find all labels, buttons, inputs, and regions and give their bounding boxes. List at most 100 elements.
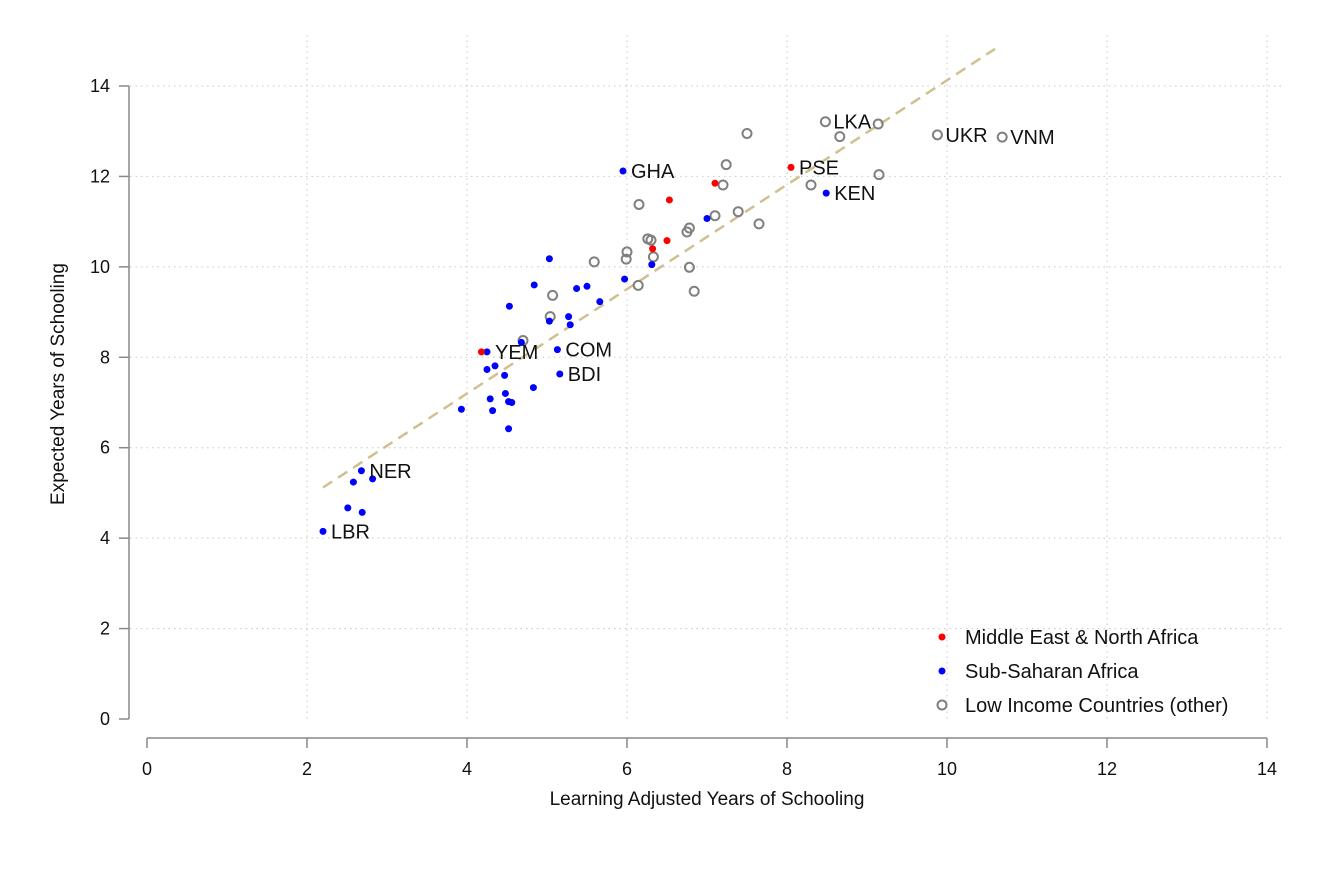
x-tick-label: 0 — [142, 759, 152, 779]
legend-marker-ssa — [938, 667, 946, 675]
x-tick-label: 2 — [302, 759, 312, 779]
point-ssa — [508, 399, 516, 406]
point-other — [588, 256, 600, 268]
point-mena — [787, 163, 795, 171]
legend-label-ssa: Sub-Saharan Africa — [965, 661, 1139, 683]
point-other — [547, 289, 559, 301]
point-other — [834, 131, 846, 143]
point-ssa — [501, 371, 509, 379]
point-ssa — [619, 167, 627, 175]
point-other — [753, 218, 765, 230]
point-other — [741, 127, 753, 139]
point-label: NER — [369, 461, 411, 483]
point-mena — [649, 245, 657, 253]
point-label: LKA — [833, 112, 871, 134]
point-ssa — [358, 508, 366, 516]
point-mena — [477, 348, 485, 356]
point-ssa — [489, 407, 497, 415]
point-ssa — [530, 281, 538, 289]
point-mena — [665, 196, 673, 204]
point-ssa — [566, 321, 574, 329]
point-ssa — [505, 425, 513, 433]
point-ssa — [648, 261, 656, 269]
y-tick-label: 10 — [90, 257, 110, 277]
point-label: GHA — [631, 161, 675, 183]
point-ssa — [621, 275, 629, 283]
x-axis-title: Learning Adjusted Years of Schooling — [550, 789, 865, 810]
point-other — [683, 261, 695, 273]
point-other — [709, 210, 721, 222]
point-ssa — [505, 302, 513, 310]
x-tick-label: 10 — [937, 759, 957, 779]
point-other — [620, 253, 632, 265]
point-other — [805, 179, 817, 191]
point-ssa — [483, 365, 491, 373]
point-ssa — [349, 478, 357, 486]
point-other — [819, 116, 831, 128]
point-ssa — [457, 405, 465, 413]
point-ssa — [357, 467, 365, 475]
point-ssa — [501, 389, 509, 397]
x-tick-label: 8 — [782, 759, 792, 779]
point-ssa — [573, 285, 581, 293]
point-ssa — [483, 348, 491, 356]
data-points — [319, 116, 1008, 535]
point-other — [621, 246, 633, 258]
point-other — [996, 131, 1008, 143]
axes: 0 2 4 6 8 10 12 14 0 2 4 6 8 10 12 14 — [90, 76, 1277, 779]
legend-marker-other — [936, 699, 948, 711]
point-other — [632, 279, 644, 291]
y-tick-label: 14 — [90, 76, 110, 96]
point-other — [873, 169, 885, 181]
point-mena — [663, 237, 671, 245]
y-tick-label: 12 — [90, 166, 110, 186]
point-ssa — [596, 298, 604, 306]
legend-label-other: Low Income Countries (other) — [965, 695, 1228, 717]
point-ssa — [491, 362, 499, 370]
point-label: BDI — [568, 364, 601, 386]
point-other — [683, 222, 695, 234]
y-tick-label: 6 — [100, 438, 110, 458]
legend-label-mena: Middle East & North Africa — [965, 627, 1199, 649]
point-ssa — [565, 313, 573, 321]
gridlines — [130, 35, 1285, 719]
y-axis-title: Expected Years of Schooling — [48, 263, 69, 505]
point-label: UKR — [945, 125, 987, 147]
point-other — [872, 118, 884, 130]
point-other — [647, 251, 659, 263]
y-tick-label: 8 — [100, 347, 110, 367]
point-label: PSE — [799, 157, 839, 179]
x-tick-label: 6 — [622, 759, 632, 779]
point-label: LBR — [331, 521, 370, 543]
point-ssa — [703, 214, 711, 222]
point-label: VNM — [1010, 127, 1054, 149]
point-mena — [711, 179, 719, 187]
x-tick-label: 4 — [462, 759, 472, 779]
point-label: KEN — [834, 183, 875, 205]
point-other — [633, 198, 645, 210]
x-tick-label: 12 — [1097, 759, 1117, 779]
point-other — [732, 206, 744, 218]
point-ssa — [553, 346, 561, 354]
point-ssa — [319, 527, 327, 535]
point-other — [688, 285, 700, 297]
point-label: COM — [565, 340, 612, 362]
y-tick-label: 2 — [100, 619, 110, 639]
point-ssa — [822, 189, 830, 197]
legend-marker-mena — [938, 633, 946, 641]
point-ssa — [556, 370, 564, 378]
y-tick-label: 4 — [100, 528, 110, 548]
point-other — [645, 234, 657, 246]
point-other — [931, 129, 943, 141]
legend: Middle East & North Africa Sub-Saharan A… — [936, 627, 1228, 717]
point-ssa — [529, 384, 537, 392]
point-ssa — [517, 338, 525, 346]
point-ssa — [545, 255, 553, 263]
point-ssa — [369, 475, 377, 483]
x-tick-label: 14 — [1257, 759, 1277, 779]
point-ssa — [344, 504, 352, 512]
point-other — [720, 159, 732, 171]
point-ssa — [486, 395, 494, 403]
